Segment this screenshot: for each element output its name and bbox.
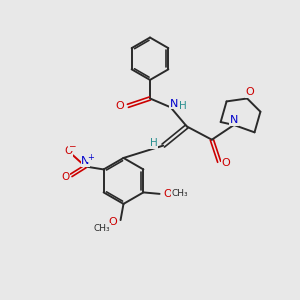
Text: O: O [108, 218, 117, 227]
Text: CH₃: CH₃ [94, 224, 111, 233]
Text: N: N [81, 156, 89, 166]
Text: O: O [221, 158, 230, 168]
Text: +: + [87, 153, 94, 162]
Text: O: O [246, 87, 254, 97]
Text: −: − [68, 141, 76, 150]
Text: O: O [64, 146, 73, 156]
Text: O: O [61, 172, 70, 182]
Text: N: N [230, 115, 238, 125]
Text: H: H [150, 138, 158, 148]
Text: O: O [164, 189, 172, 199]
Text: N: N [170, 99, 178, 109]
Text: CH₃: CH₃ [172, 189, 188, 198]
Text: H: H [179, 101, 187, 111]
Text: O: O [115, 101, 124, 111]
